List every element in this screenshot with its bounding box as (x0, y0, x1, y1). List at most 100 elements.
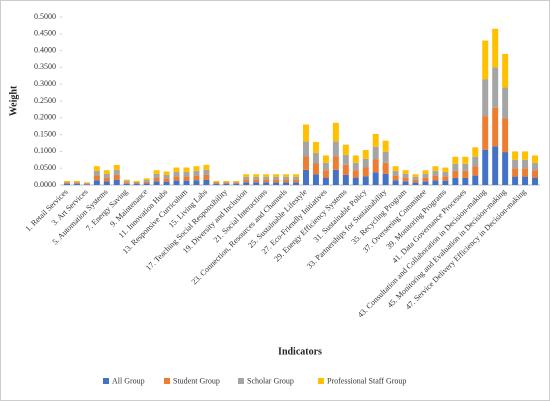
bar-segment (352, 170, 359, 178)
bar-segment (482, 79, 489, 117)
bar-segment (442, 176, 449, 181)
bar-segment (362, 167, 369, 177)
bar-segment (322, 155, 329, 163)
y-tick-label: 0.2000 (34, 113, 56, 122)
bar-segment (233, 180, 240, 182)
legend-label: Professional Staff Group (327, 376, 406, 385)
bar-segment (93, 180, 100, 185)
bar-segment (293, 182, 300, 185)
bar-segment (402, 173, 409, 178)
bar-segment (133, 180, 140, 182)
bar-segment (133, 183, 140, 185)
bar-segment (253, 182, 260, 185)
bar-segment (123, 179, 130, 181)
bar-segment (322, 177, 329, 185)
bar-segment (93, 170, 100, 176)
bar-segment (342, 154, 349, 165)
bar-segment (273, 182, 280, 185)
bar-segment (123, 180, 130, 183)
bar-segment (223, 182, 230, 184)
bar-segment (213, 180, 220, 182)
bar-segment (342, 164, 349, 175)
y-axis-label: Weight (8, 85, 19, 116)
bar-segment (173, 171, 180, 177)
bar-segment (502, 152, 509, 185)
bar-segment (422, 181, 429, 185)
bar-segment (462, 177, 469, 185)
bar-segment (243, 182, 250, 185)
y-tick-label: 0.2500 (34, 96, 56, 105)
bar-segment (452, 163, 459, 171)
bar-segment (392, 170, 399, 176)
bar-segment (113, 164, 120, 170)
bar-segment (133, 181, 140, 183)
y-tick-label: 0.3500 (34, 62, 56, 71)
bar-segment (143, 178, 150, 180)
bar-segment (73, 182, 80, 184)
y-tick-label: 0.1500 (34, 129, 56, 138)
bar-segment (63, 181, 70, 183)
bar-segment (492, 67, 499, 108)
bar-segment (452, 177, 459, 185)
bar-segment (123, 182, 130, 184)
bar-segment (253, 179, 260, 183)
bar-segment (472, 175, 479, 185)
bar-segment (193, 166, 200, 171)
legend-label: Scholar Group (247, 376, 294, 385)
bar-segment (103, 173, 110, 178)
bar-segment (113, 179, 120, 185)
bar-segment (402, 170, 409, 174)
bar-segment (442, 171, 449, 177)
legend-label: Student Group (173, 376, 220, 385)
legend-swatch (103, 378, 109, 384)
bar-segment (482, 116, 489, 150)
bar-segment (173, 176, 180, 181)
bar-segment (472, 166, 479, 176)
bar-segment (322, 170, 329, 178)
bar-segment (532, 177, 539, 185)
bar-segment (512, 176, 519, 185)
bar-segment (263, 176, 270, 180)
bar-segment (472, 156, 479, 167)
bar-segment (332, 122, 339, 142)
bar-segment (332, 169, 339, 185)
bar-segment (283, 176, 290, 180)
bar-segment (63, 180, 70, 182)
bar-segment (532, 155, 539, 163)
bar-segment (352, 177, 359, 185)
bar-segment (73, 183, 80, 185)
bar-segment (332, 141, 339, 157)
bar-segment (522, 159, 529, 169)
bar-segment (432, 180, 439, 185)
bar-segment (153, 181, 160, 185)
bar-segment (382, 151, 389, 163)
bar-segment (183, 176, 190, 181)
bar-segment (103, 170, 110, 174)
bar-segment (73, 181, 80, 183)
bar-segment (412, 176, 419, 180)
bar-segment (283, 182, 290, 185)
bar-segment (243, 174, 250, 177)
bar-segment (173, 180, 180, 185)
bar-segment (362, 150, 369, 159)
bar-segment (293, 176, 300, 180)
bar-segment (203, 179, 210, 185)
bar-segment (113, 174, 120, 180)
bar-segment (213, 181, 220, 183)
bar-segment (143, 179, 150, 182)
bar-segment (103, 177, 110, 182)
bar-segment (412, 179, 419, 183)
bar-segment (382, 140, 389, 152)
bar-segment (482, 149, 489, 185)
bar-segment (532, 170, 539, 178)
bar-segment (302, 141, 309, 157)
bar-segment (422, 177, 429, 182)
bar-segment (422, 173, 429, 178)
bar-segment (452, 156, 459, 164)
bar-segment (492, 28, 499, 68)
bar-segment (103, 181, 110, 185)
bar-segment (342, 174, 349, 185)
bar-segment (452, 170, 459, 178)
bar-segment (492, 107, 499, 147)
bar-segment (153, 173, 160, 178)
